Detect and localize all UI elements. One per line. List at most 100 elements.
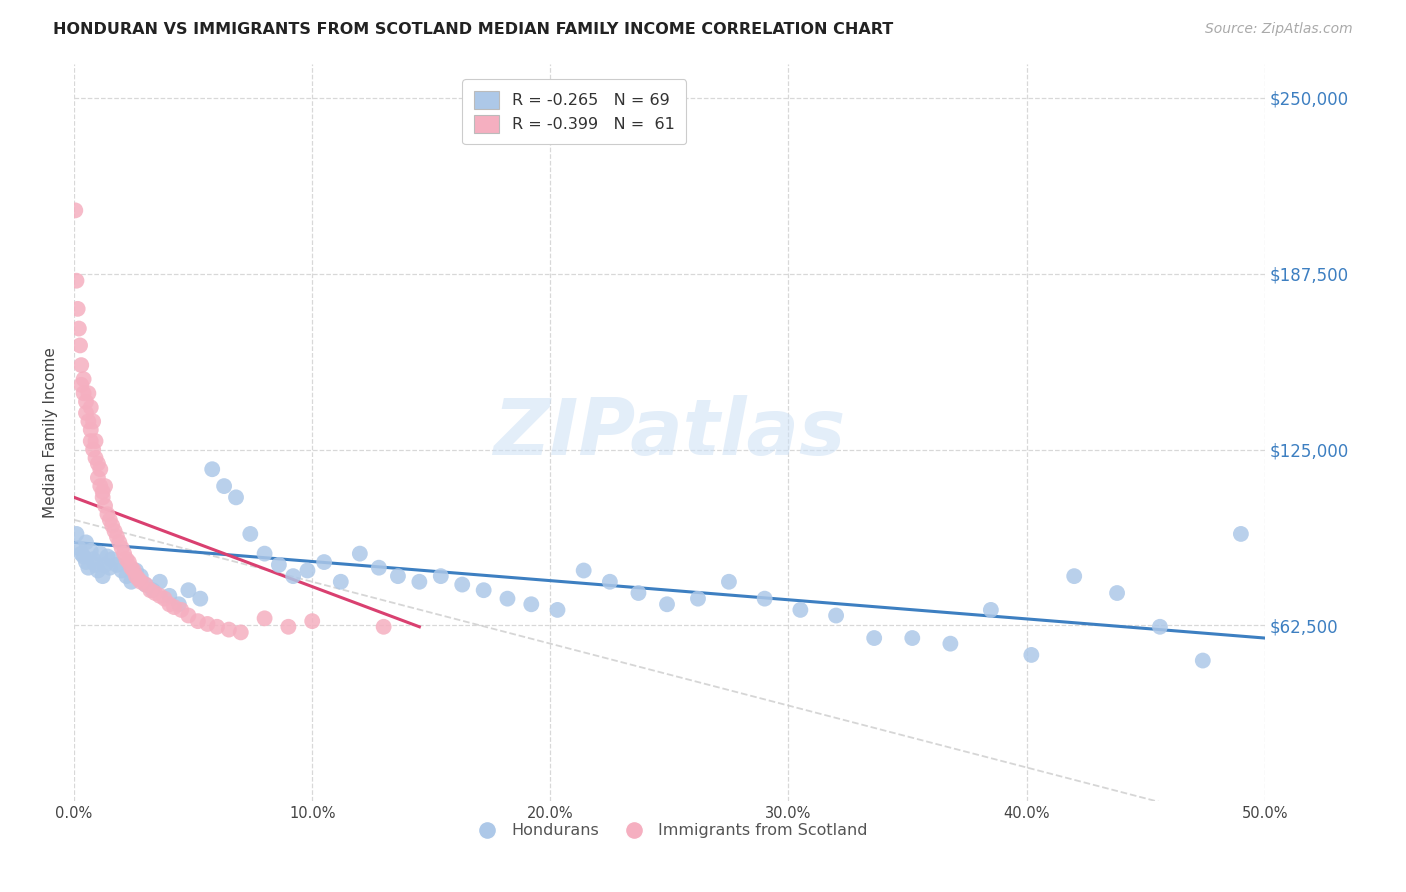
Point: [229, 625, 252, 640]
Point: [84, 558, 107, 572]
Point: [67, 541, 90, 555]
Point: [80, 544, 103, 558]
Point: [101, 518, 124, 533]
Point: [77, 560, 100, 574]
Point: [143, 586, 166, 600]
Point: [627, 586, 650, 600]
Point: [253, 547, 276, 561]
Point: [96, 508, 118, 522]
Point: [367, 560, 389, 574]
Point: [314, 555, 336, 569]
Point: [430, 569, 453, 583]
Point: [1149, 620, 1171, 634]
Point: [187, 614, 209, 628]
Point: [115, 552, 138, 566]
Point: [111, 564, 134, 578]
Point: [94, 479, 117, 493]
Point: [101, 552, 124, 566]
Point: [82, 442, 104, 457]
Point: [96, 549, 118, 564]
Point: [69, 338, 91, 352]
Point: [686, 591, 709, 606]
Point: [65, 527, 87, 541]
Point: [572, 564, 595, 578]
Point: [496, 591, 519, 606]
Point: [80, 401, 103, 415]
Point: [329, 574, 352, 589]
Point: [111, 541, 134, 555]
Point: [108, 535, 131, 549]
Point: [472, 583, 495, 598]
Point: [125, 564, 148, 578]
Text: Source: ZipAtlas.com: Source: ZipAtlas.com: [1205, 22, 1353, 37]
Point: [70, 377, 93, 392]
Point: [225, 491, 247, 505]
Point: [1191, 654, 1213, 668]
Point: [91, 569, 114, 583]
Point: [80, 434, 103, 448]
Point: [1107, 586, 1129, 600]
Point: [167, 597, 190, 611]
Point: [863, 631, 886, 645]
Point: [1230, 527, 1253, 541]
Point: [373, 620, 395, 634]
Point: [77, 414, 100, 428]
Point: [77, 386, 100, 401]
Point: [75, 406, 97, 420]
Point: [87, 457, 110, 471]
Point: [135, 577, 157, 591]
Point: [547, 603, 569, 617]
Point: [177, 608, 200, 623]
Point: [98, 560, 121, 574]
Point: [112, 547, 135, 561]
Point: [218, 623, 240, 637]
Point: [789, 603, 811, 617]
Point: [91, 484, 114, 499]
Text: HONDURAN VS IMMIGRANTS FROM SCOTLAND MEDIAN FAMILY INCOME CORRELATION CHART: HONDURAN VS IMMIGRANTS FROM SCOTLAND MED…: [53, 22, 894, 37]
Point: [1021, 648, 1043, 662]
Point: [277, 620, 299, 634]
Point: [901, 631, 924, 645]
Point: [163, 600, 186, 615]
Point: [82, 414, 104, 428]
Point: [205, 620, 228, 634]
Point: [139, 583, 162, 598]
Point: [239, 527, 262, 541]
Point: [94, 499, 117, 513]
Point: [599, 574, 621, 589]
Point: [283, 569, 305, 583]
Point: [89, 479, 111, 493]
Point: [153, 591, 176, 606]
Point: [980, 603, 1002, 617]
Point: [170, 603, 193, 617]
Point: [70, 547, 93, 561]
Point: [122, 564, 145, 578]
Point: [408, 574, 430, 589]
Point: [149, 574, 172, 589]
Point: [825, 608, 848, 623]
Point: [91, 491, 114, 505]
Point: [188, 591, 211, 606]
Point: [87, 470, 110, 484]
Point: [87, 564, 110, 578]
Point: [72, 372, 94, 386]
Point: [65, 203, 87, 218]
Point: [451, 577, 474, 591]
Point: [115, 569, 138, 583]
Point: [75, 555, 97, 569]
Point: [65, 274, 87, 288]
Point: [201, 462, 224, 476]
Point: [118, 555, 141, 569]
Point: [142, 583, 165, 598]
Point: [939, 637, 962, 651]
Point: [149, 589, 172, 603]
Point: [105, 530, 128, 544]
Point: [297, 564, 319, 578]
Y-axis label: Median Family Income: Median Family Income: [44, 347, 58, 518]
Point: [520, 597, 543, 611]
Legend: Hondurans, Immigrants from Scotland: Hondurans, Immigrants from Scotland: [465, 817, 875, 845]
Point: [82, 552, 104, 566]
Point: [125, 569, 148, 583]
Point: [387, 569, 409, 583]
Point: [197, 617, 219, 632]
